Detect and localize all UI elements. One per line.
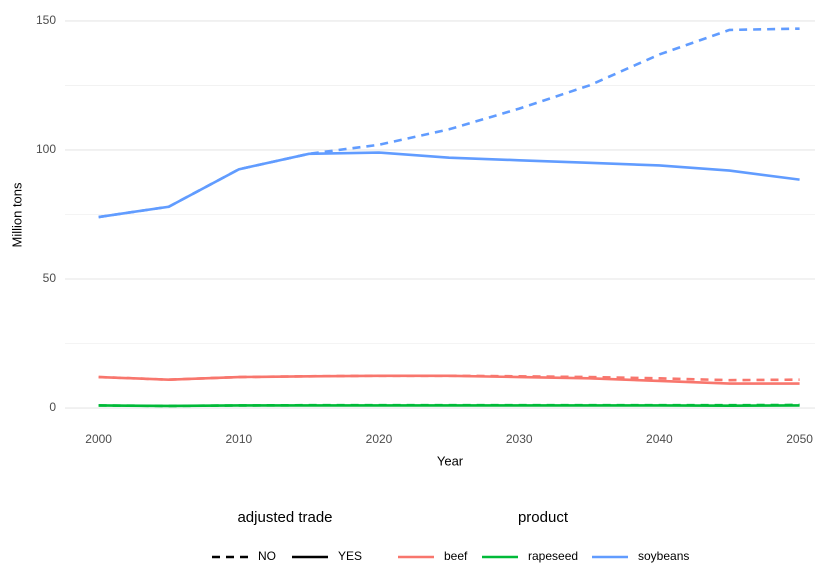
legend-label: beef	[444, 549, 468, 563]
legend-label: rapeseed	[528, 549, 578, 563]
x-tick-label: 2030	[506, 432, 533, 446]
x-tick-label: 2010	[225, 432, 252, 446]
y-tick-label: 0	[49, 400, 56, 414]
y-tick-label: 100	[36, 142, 56, 156]
legend-title: product	[518, 509, 569, 526]
legend-label: NO	[258, 549, 276, 563]
legend-label: YES	[338, 549, 362, 563]
y-tick-label: 150	[36, 13, 56, 27]
series-line	[98, 151, 800, 219]
x-tick-label: 2040	[646, 432, 673, 446]
y-tick-label: 50	[43, 271, 57, 285]
x-tick-label: 2000	[85, 432, 112, 446]
legend-title: adjusted trade	[237, 509, 332, 526]
series-line	[98, 374, 800, 385]
series-line	[98, 404, 800, 408]
x-tick-label: 2020	[366, 432, 393, 446]
x-axis-label: Year	[437, 453, 464, 468]
y-axis-label: Million tons	[9, 182, 24, 248]
legend-label: soybeans	[638, 549, 689, 563]
x-tick-label: 2050	[786, 432, 813, 446]
series-line	[98, 27, 800, 219]
